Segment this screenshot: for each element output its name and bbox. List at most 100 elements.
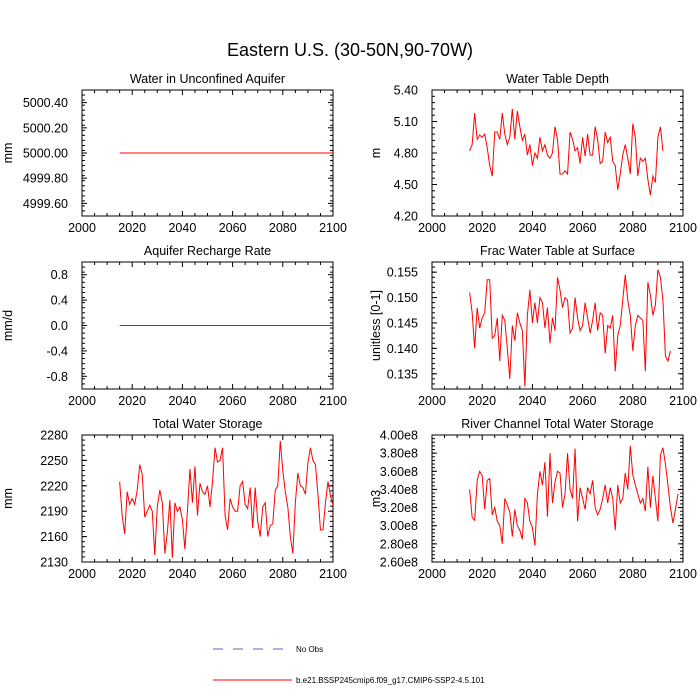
y-tick-label: -0.4 [46, 344, 68, 358]
y-tick-label: 0.140 [387, 342, 418, 356]
y-tick-label: 3.20e8 [380, 501, 418, 515]
x-tick-label: 2020 [468, 221, 496, 235]
y-axis-label: mm [1, 488, 15, 509]
y-tick-label: 4.00e8 [380, 429, 418, 443]
y-tick-label: 2.80e8 [380, 537, 418, 551]
y-tick-label: 0.8 [51, 268, 68, 282]
y-tick-label: -0.8 [46, 370, 68, 384]
y-axis-label: mm [1, 143, 15, 164]
y-tick-label: 2160 [40, 530, 68, 544]
legend-label-model-run: b.e21.BSSP245cmip6.f09_g17.CMIP6-SSP2-4.… [296, 676, 485, 685]
y-tick-label: 4999.60 [23, 197, 68, 211]
x-tick-label: 2040 [168, 394, 196, 408]
y-tick-label: 5000.40 [23, 96, 68, 110]
x-tick-label: 2100 [669, 394, 697, 408]
y-tick-label: 3.40e8 [380, 483, 418, 497]
y-tick-label: 2.60e8 [380, 556, 418, 570]
plot-frame [431, 89, 684, 217]
x-tick-label: 2020 [118, 394, 146, 408]
y-tick-label: 5.40 [394, 84, 418, 98]
chart-title: Water Table Depth [506, 72, 609, 86]
x-tick-label: 2000 [418, 567, 446, 581]
y-tick-label: 0.4 [51, 294, 68, 308]
y-tick-label: 3.80e8 [380, 447, 418, 461]
x-tick-label: 2080 [619, 567, 647, 581]
y-tick-label: 0.135 [387, 367, 418, 381]
chart-aquifer-recharge-rate: Aquifer Recharge Rate mm/d 2000 2020 2040 206… [1, 244, 347, 408]
y-tick-label: 3.00e8 [380, 519, 418, 533]
y-tick-label: 2190 [40, 505, 68, 519]
x-tick-label: 2000 [68, 221, 96, 235]
x-tick-label: 2040 [518, 394, 546, 408]
y-tick-label: 2280 [40, 429, 68, 443]
x-tick-label: 2060 [219, 221, 247, 235]
chart-title: Frac Water Table at Surface [480, 244, 635, 258]
chart-water-table-depth: Water Table Depth m 2000 2020 2040 2060 2080 21… [369, 72, 697, 235]
x-tick-label: 2080 [269, 221, 297, 235]
legend: No Obs b.e21.BSSP245cmip6.f09_g17.CMIP6-… [213, 645, 485, 685]
y-tick-label: 0.150 [387, 291, 418, 305]
y-tick-label: 4999.80 [23, 172, 68, 186]
x-tick-label: 2040 [518, 221, 546, 235]
series-line [469, 269, 671, 387]
x-tick-label: 2060 [569, 567, 597, 581]
x-tick-label: 2020 [118, 567, 146, 581]
x-tick-label: 2080 [269, 394, 297, 408]
x-tick-label: 2000 [68, 567, 96, 581]
x-tick-label: 2080 [269, 567, 297, 581]
x-tick-label: 2060 [219, 394, 247, 408]
x-tick-label: 2020 [468, 567, 496, 581]
chart-title: Aquifer Recharge Rate [144, 244, 271, 258]
y-tick-label: 4.20 [394, 210, 418, 224]
y-axis-label: mm/d [1, 310, 15, 341]
y-tick-label: 2220 [40, 479, 68, 493]
y-tick-label: 2250 [40, 454, 68, 468]
y-tick-label: 5000.20 [23, 121, 68, 135]
x-tick-label: 2100 [669, 567, 697, 581]
x-tick-label: 2020 [118, 221, 146, 235]
chart-title: Water in Unconfined Aquifer [130, 72, 285, 86]
legend-label-no-obs: No Obs [296, 645, 323, 654]
x-tick-label: 2100 [669, 221, 697, 235]
x-tick-label: 2060 [219, 567, 247, 581]
y-axis-label: unitless [0-1] [369, 290, 383, 361]
y-tick-label: 0.145 [387, 316, 418, 330]
chart-frac-water-table-at-surface: Frac Water Table at Surface unitless [0-1… [369, 244, 697, 408]
x-tick-label: 2100 [319, 567, 347, 581]
y-tick-label: 2130 [40, 556, 68, 570]
y-tick-label: 5000.00 [23, 147, 68, 161]
y-tick-label: 0.155 [387, 266, 418, 280]
y-tick-label: 5.10 [394, 115, 418, 129]
chart-water-in-unconfined-aquifer: Water in Unconfined Aquifer mm 2000 2020 204… [1, 72, 347, 235]
x-tick-label: 2060 [569, 394, 597, 408]
plot-frame [431, 434, 684, 563]
y-tick-label: 4.80 [394, 147, 418, 161]
chart-panels: Water in Unconfined Aquifer mm 2000 2020 204… [1, 72, 697, 581]
y-tick-label: 3.60e8 [380, 465, 418, 479]
x-tick-label: 2000 [68, 394, 96, 408]
y-axis-label: m [369, 148, 383, 158]
chart-title: Total Water Storage [152, 417, 262, 431]
x-tick-label: 2060 [569, 221, 597, 235]
x-tick-label: 2100 [319, 221, 347, 235]
x-tick-label: 2100 [319, 394, 347, 408]
chart-total-water-storage: Total Water Storage mm 2000 2020 2040 2060 208… [1, 417, 347, 581]
x-tick-label: 2040 [518, 567, 546, 581]
series-line [119, 440, 334, 558]
x-tick-label: 2000 [418, 221, 446, 235]
series-line [469, 445, 679, 546]
series-line [469, 108, 664, 196]
y-axis-label: m3 [369, 490, 383, 507]
x-tick-label: 2040 [168, 221, 196, 235]
y-tick-label: 4.50 [394, 178, 418, 192]
chart-title: River Channel Total Water Storage [461, 417, 654, 431]
x-tick-label: 2080 [619, 221, 647, 235]
x-tick-label: 2040 [168, 567, 196, 581]
x-tick-label: 2020 [468, 394, 496, 408]
x-tick-label: 2000 [418, 394, 446, 408]
y-tick-label: 0.0 [51, 319, 68, 333]
x-tick-label: 2080 [619, 394, 647, 408]
figure-title: Eastern U.S. (30-50N,90-70W) [227, 40, 473, 60]
